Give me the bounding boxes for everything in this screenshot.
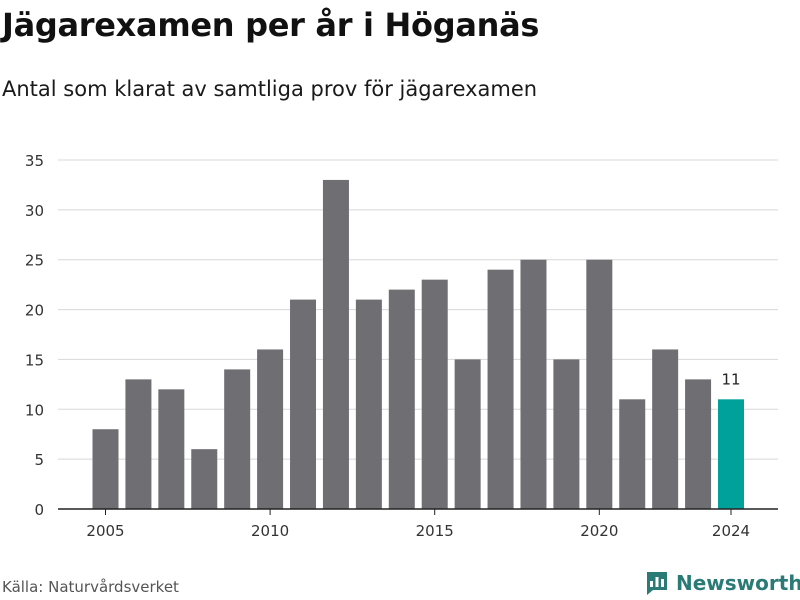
bar <box>191 449 218 509</box>
y-tick-label: 20 <box>25 302 44 320</box>
data-label: 11 <box>721 370 740 388</box>
bar <box>388 289 415 509</box>
bar <box>685 379 712 509</box>
x-tick-label: 2024 <box>712 522 750 540</box>
brand-name: Newsworthy <box>676 571 800 595</box>
x-tick-label: 2020 <box>580 522 618 540</box>
bar <box>586 259 613 509</box>
y-tick-label: 25 <box>25 252 44 270</box>
bar <box>619 399 646 509</box>
chart-title: Jägarexamen per år i Höganäs <box>2 6 540 44</box>
bar <box>158 389 185 509</box>
bar <box>257 349 284 509</box>
x-tick-label: 2015 <box>416 522 454 540</box>
y-tick-label: 0 <box>34 501 44 519</box>
bar <box>322 179 349 509</box>
bar <box>454 359 481 509</box>
x-tick-label: 2005 <box>86 522 124 540</box>
bar <box>92 429 119 509</box>
x-tick-label: 2010 <box>251 522 289 540</box>
bar <box>125 379 152 509</box>
source-note: Källa: Naturvårdsverket <box>2 578 179 596</box>
bar <box>487 269 514 509</box>
bar <box>652 349 679 509</box>
bar <box>290 299 317 509</box>
bar <box>355 299 382 509</box>
chart-subtitle: Antal som klarat av samtliga prov för jä… <box>2 77 538 101</box>
y-tick-label: 35 <box>25 152 44 170</box>
bar <box>421 279 448 509</box>
bar <box>224 369 251 509</box>
y-tick-label: 30 <box>25 202 44 220</box>
bar <box>553 359 580 509</box>
bar <box>718 399 744 509</box>
newsworthy-logo-icon <box>647 572 667 595</box>
bar-chart: 0 5 10 15 20 25 30 35 2005 2010 2015 2020 2024 11 <box>25 152 778 540</box>
brand-logo: Newsworthy <box>645 570 800 596</box>
y-tick-label: 10 <box>25 401 44 419</box>
bar <box>520 259 547 509</box>
y-tick-label: 15 <box>25 351 44 369</box>
y-tick-label: 5 <box>34 451 44 469</box>
